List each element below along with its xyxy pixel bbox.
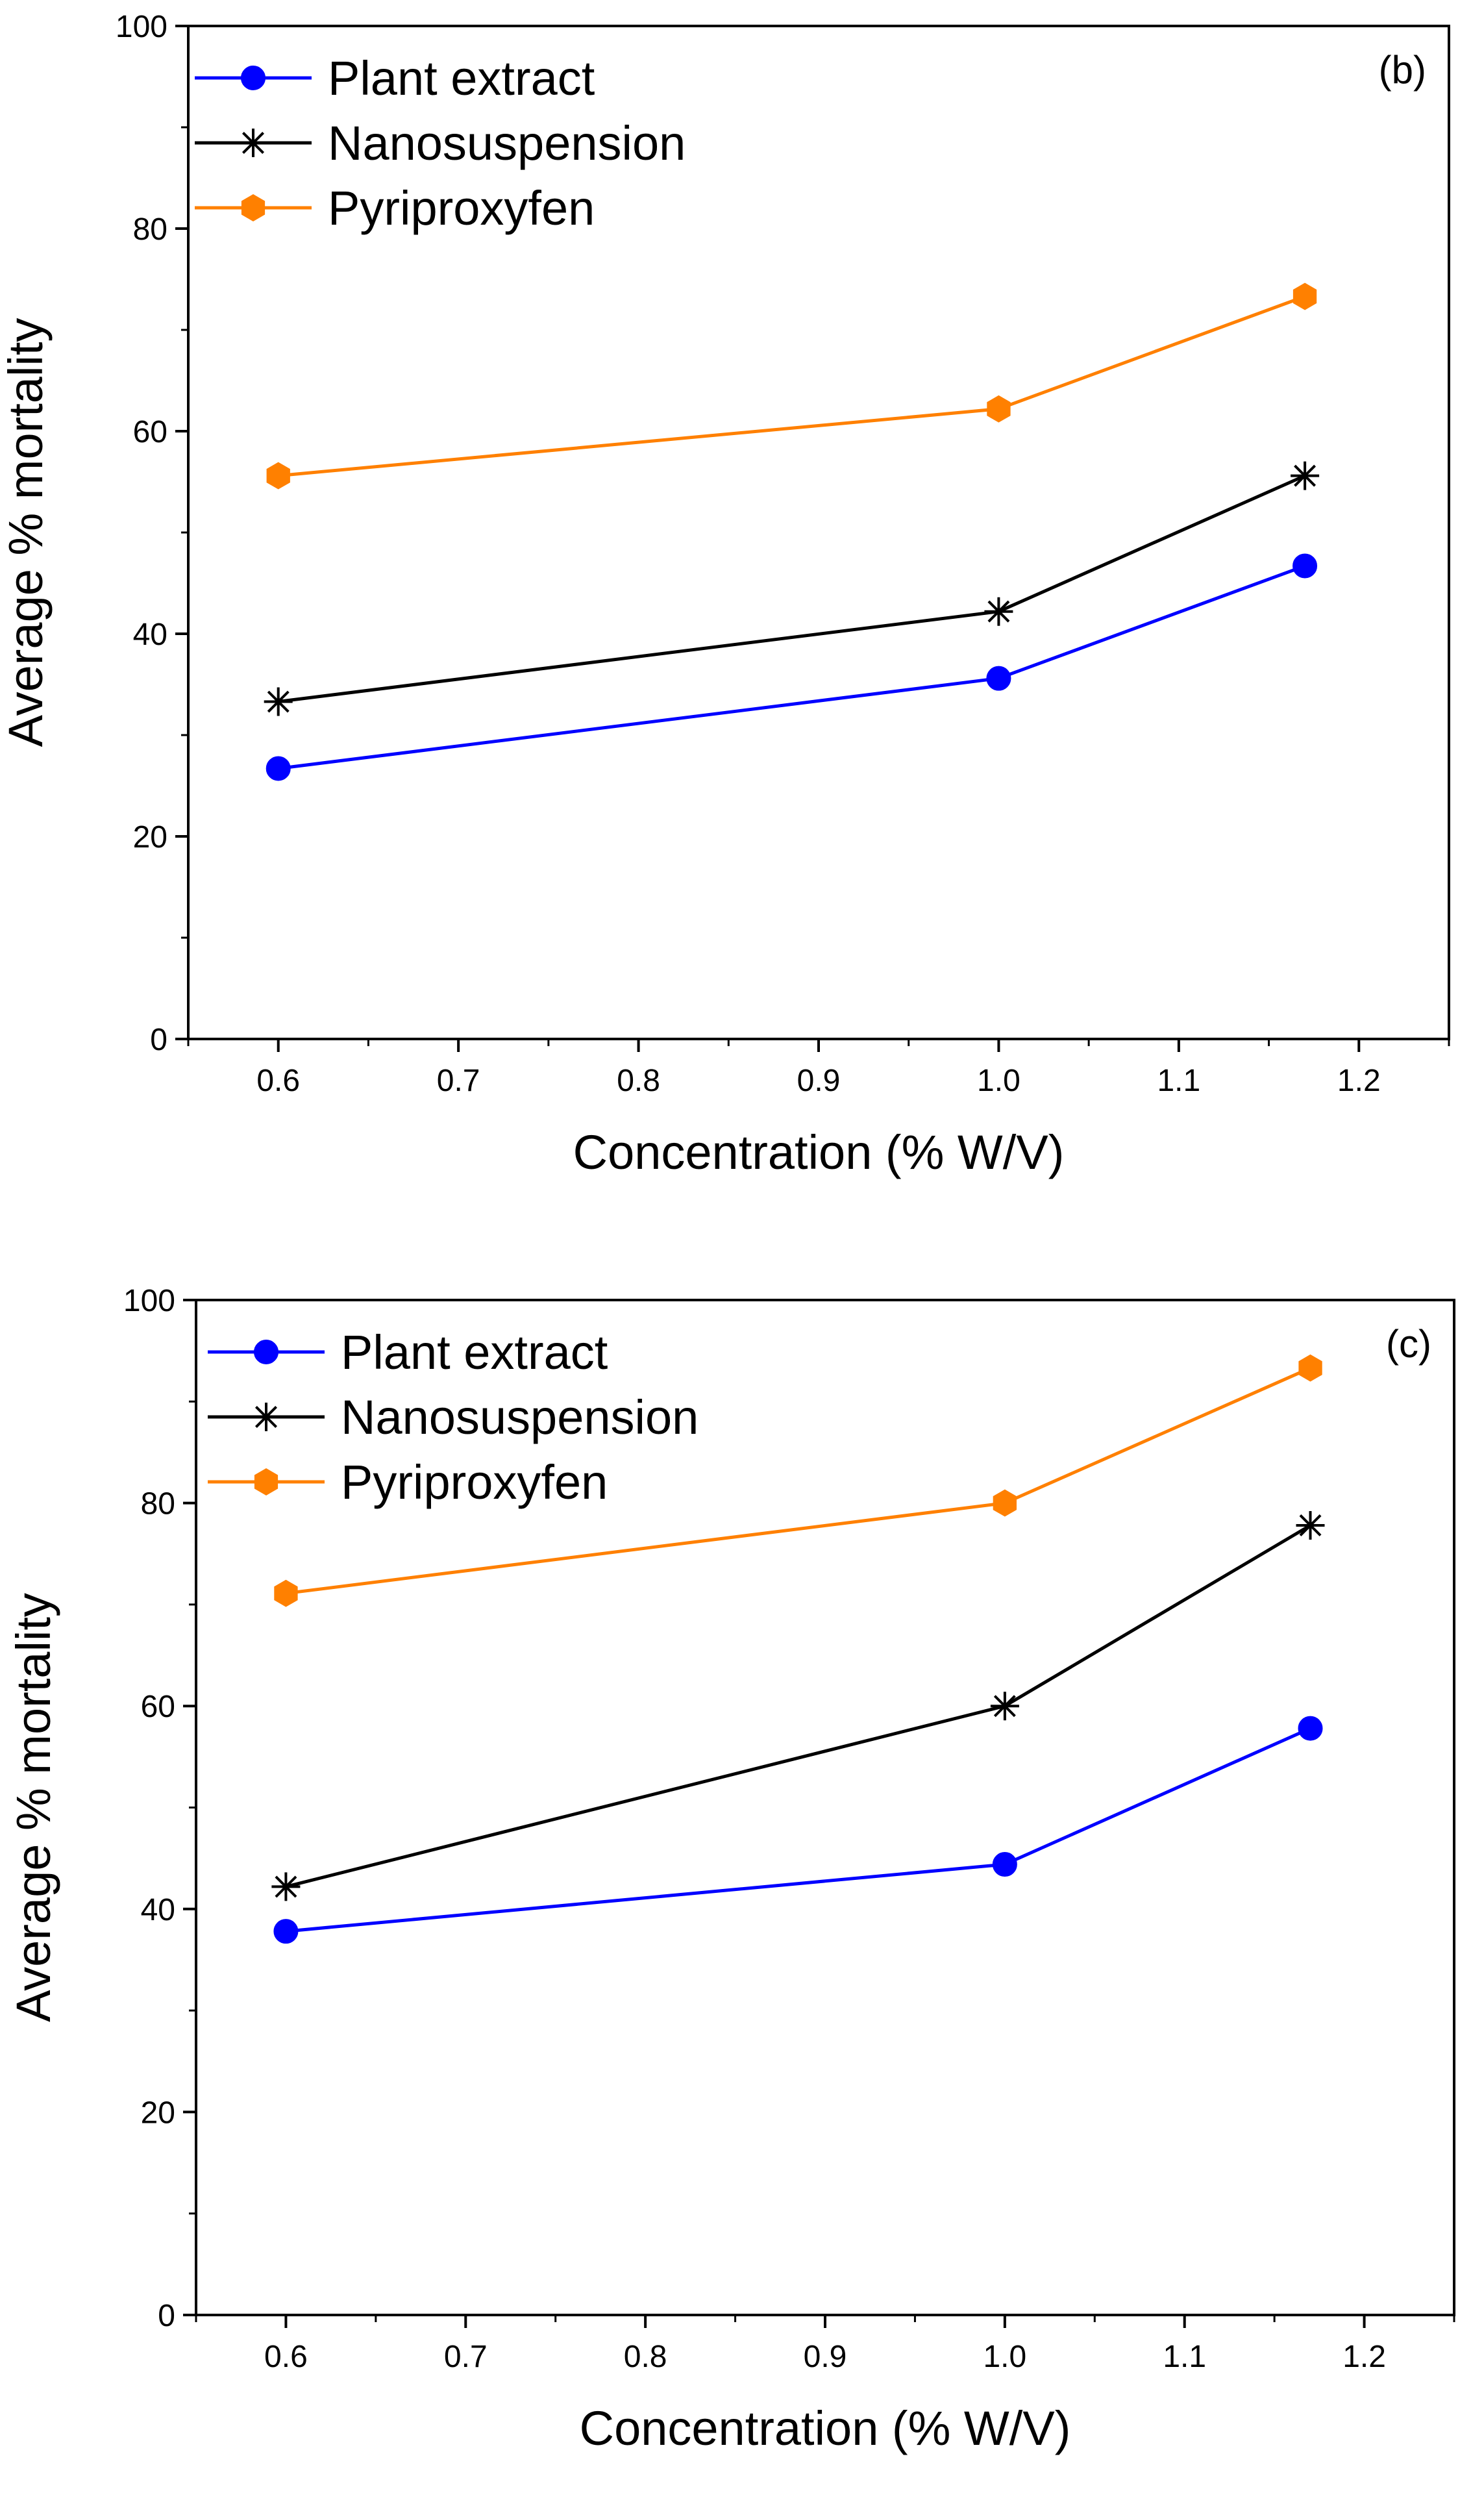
y-axis-title: Average % mortality [0,318,53,747]
legend-marker [252,1403,280,1431]
plot-frame [187,25,1450,1040]
x-tick-label: 0.9 [797,1064,841,1098]
y-tick-label: 40 [141,1893,175,1927]
series-line-2 [278,295,1305,478]
x-tick-label: 0.6 [264,2340,308,2374]
data-point [1296,1511,1325,1540]
x-tick-label: 1.2 [1337,1064,1381,1098]
data-point [1298,1716,1323,1741]
data-point [274,1579,298,1607]
data-point [1298,1354,1322,1382]
legend-marker [254,1468,278,1495]
legend-marker [241,194,266,221]
y-tick-label: 40 [133,618,167,652]
legend-label: Nanosuspension [328,116,686,170]
data-point [984,597,1013,626]
series-line-1 [285,1523,1311,1888]
series-line-1 [278,474,1306,703]
data-point [1291,461,1320,490]
y-axis-title: Average % mortality [6,1593,60,2022]
legend-label: Plant extract [341,1325,608,1379]
legend-label: Pyriproxyfen [328,181,595,235]
x-tick-label: 0.8 [624,2340,667,2374]
y-tick-label: 100 [116,10,167,44]
x-tick-label: 0.7 [437,1064,480,1098]
x-tick-label: 0.9 [804,2340,847,2374]
data-point [986,666,1011,691]
legend-marker [241,66,266,90]
y-tick-label: 20 [133,820,167,855]
chart-panel-c: 0.6 0.7 0.8 0.9 1.0 1.1 1.2 0 20 40 60 80 100 Concent… [6,1284,1455,2455]
data-point [1292,282,1317,310]
x-tick-label: 1.2 [1342,2340,1386,2374]
legend-label: Pyriproxyfen [341,1455,608,1509]
x-axis-title: Concentration (% W/V) [573,1125,1065,1179]
chart-panel-b: 0.6 0.7 0.8 0.9 1.0 1.1 1.2 0 20 40 60 80 100 Concent… [0,10,1450,1179]
panel-label: (b) [1379,48,1426,92]
data-point [266,756,291,781]
x-tick-label: 0.8 [617,1064,660,1098]
y-tick-label: 0 [150,1023,167,1057]
legend-label: Plant extract [328,51,595,105]
data-point [987,395,1011,423]
y-tick-label: 80 [141,1487,175,1521]
data-point [264,687,293,716]
y-tick-label: 60 [133,415,167,449]
x-axis-title: Concentration (% W/V) [580,2401,1071,2455]
y-tick-label: 0 [158,2299,175,2333]
series-line-0 [278,564,1305,770]
y-tick-label: 80 [133,212,167,247]
data-point [990,1692,1019,1721]
plot-frame [195,1299,1455,2316]
panel-label: (c) [1386,1322,1431,1366]
x-tick-label: 1.1 [1163,2340,1206,2374]
legend-label: Nanosuspension [341,1390,699,1444]
y-tick-label: 20 [141,2096,175,2130]
x-tick-label: 1.0 [977,1064,1020,1098]
legend-marker [239,129,267,157]
data-point [993,1489,1017,1517]
y-tick-label: 100 [123,1284,175,1318]
legend-marker [254,1340,278,1364]
x-tick-label: 1.1 [1157,1064,1200,1098]
y-tick-label: 60 [141,1690,175,1724]
x-tick-label: 0.7 [444,2340,488,2374]
data-point [266,462,290,490]
data-point [1292,553,1318,579]
data-point [992,1852,1017,1877]
data-point [273,1919,299,1944]
x-tick-label: 0.6 [256,1064,300,1098]
data-point [271,1872,301,1901]
x-tick-label: 1.0 [983,2340,1026,2374]
